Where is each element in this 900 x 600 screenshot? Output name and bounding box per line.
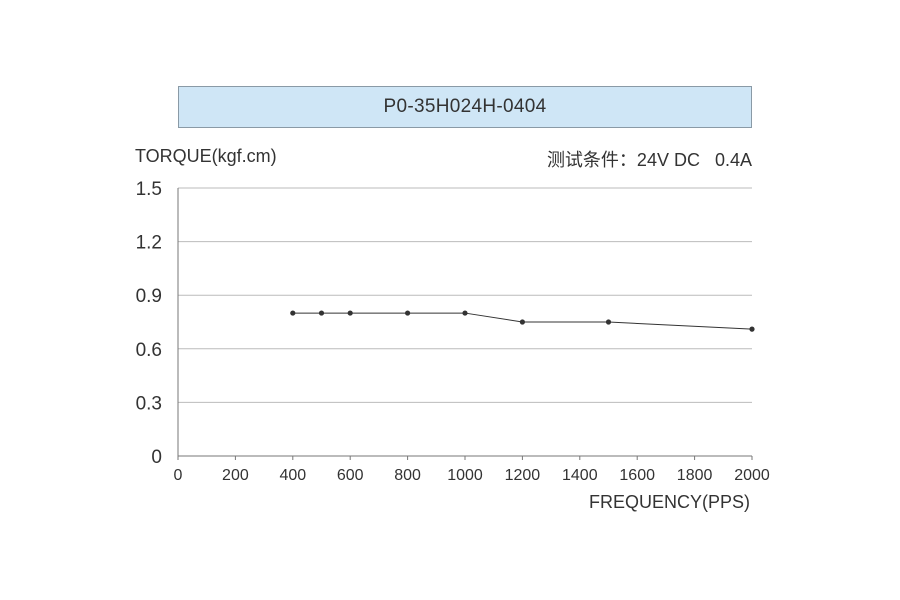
data-point-3	[405, 310, 411, 316]
chart-title: P0-35H024H-0404	[178, 86, 752, 128]
y-tick-label-1: 0.3	[136, 393, 162, 414]
data-point-6	[605, 319, 612, 325]
x-tick-label-5: 1000	[447, 467, 483, 484]
data-point-5	[519, 319, 526, 325]
x-tick-label-0: 0	[174, 467, 183, 484]
x-tick-labels: 0 200 400 600 800 1000 1200 1400 1600 1800 2000	[174, 467, 770, 484]
y-tick-label-3: 0.9	[136, 286, 162, 307]
y-axis-label: TORQUE(kgf.cm)	[135, 146, 277, 166]
x-tick-label-8: 1600	[619, 467, 655, 484]
y-tick-label-2: 0.6	[136, 340, 162, 361]
data-point-2	[347, 310, 353, 316]
axes	[177, 188, 753, 460]
x-tick-label-3: 600	[337, 467, 364, 484]
grid-lines	[178, 187, 752, 403]
y-tick-labels: 0 0.3 0.6 0.9 1.2 1.5	[136, 179, 162, 468]
test-conditions-label: 测试条件：24V DC 0.4A	[546, 150, 752, 170]
y-tick-label-4: 1.2	[136, 233, 162, 254]
data-point-1	[318, 310, 325, 316]
x-tick-label-4: 800	[394, 467, 421, 484]
data-point-0	[290, 310, 296, 316]
x-tick-label-1: 200	[222, 467, 249, 484]
x-tick-label-9: 1800	[677, 467, 713, 484]
x-tick-label-6: 1200	[505, 467, 541, 484]
series-layer	[290, 310, 755, 332]
data-point-4	[462, 310, 468, 316]
data-point-7	[749, 326, 755, 332]
series-line-0	[292, 312, 753, 330]
x-tick-label-10: 2000	[734, 467, 770, 484]
y-tick-label-0: 0	[151, 447, 162, 468]
y-tick-label-5: 1.5	[136, 179, 162, 200]
x-axis-label: FREQUENCY(PPS)	[588, 492, 750, 512]
x-tick-label-2: 400	[279, 467, 306, 484]
x-tick-label-7: 1400	[562, 467, 598, 484]
